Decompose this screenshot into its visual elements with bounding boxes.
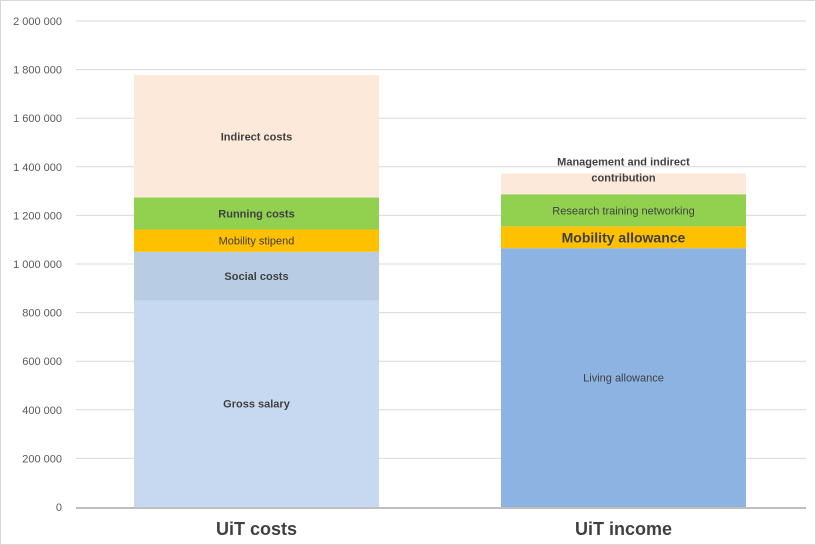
data-label: Management and indirect xyxy=(557,156,690,168)
bars: Gross salary Social costs Mobility stipend… xyxy=(134,75,746,507)
data-label: Running costs xyxy=(218,208,294,220)
y-tick-label: 1 400 000 xyxy=(13,162,62,174)
data-label: Mobility allowance xyxy=(562,229,686,245)
bar-segment xyxy=(501,226,746,249)
data-label: Research training networking xyxy=(552,205,694,217)
bar-segment xyxy=(134,229,379,252)
y-axis-ticks: 0 200 000 400 000 600 000 800 000 1 000 000 1 … xyxy=(13,16,62,514)
bar-segment xyxy=(134,197,379,230)
y-tick-label: 800 000 xyxy=(22,308,62,320)
bar-segment xyxy=(134,251,379,301)
y-tick-label: 400 000 xyxy=(22,405,62,417)
bar-segment xyxy=(501,173,746,195)
bar-segment xyxy=(134,75,379,198)
x-category-label: UiT costs xyxy=(216,519,297,539)
bar-segment xyxy=(501,194,746,227)
bar-stack-uit-income: Living allowance Mobility allowance Resear… xyxy=(501,156,746,507)
data-label: Living allowance xyxy=(583,373,664,385)
y-tick-label: 1 800 000 xyxy=(13,65,62,77)
data-label: contribution xyxy=(591,172,655,184)
y-tick-label: 0 xyxy=(56,502,62,514)
y-tick-label: 1 600 000 xyxy=(13,113,62,125)
x-category-label: UiT income xyxy=(575,519,672,539)
bar-segment xyxy=(501,248,746,507)
y-tick-label: 1 000 000 xyxy=(13,259,62,271)
y-tick-label: 2 000 000 xyxy=(13,16,62,28)
data-label: Gross salary xyxy=(223,399,291,411)
bar-segment xyxy=(134,300,379,507)
data-label: Mobility stipend xyxy=(219,236,295,248)
y-tick-label: 600 000 xyxy=(22,356,62,368)
bar-stack-uit-costs: Gross salary Social costs Mobility stipend… xyxy=(134,75,379,507)
data-label: Social costs xyxy=(224,271,288,283)
y-tick-label: 200 000 xyxy=(22,453,62,465)
data-label: Indirect costs xyxy=(221,131,293,143)
x-axis-categories: UiT costs UiT income xyxy=(216,519,672,539)
y-tick-label: 1 200 000 xyxy=(13,210,62,222)
